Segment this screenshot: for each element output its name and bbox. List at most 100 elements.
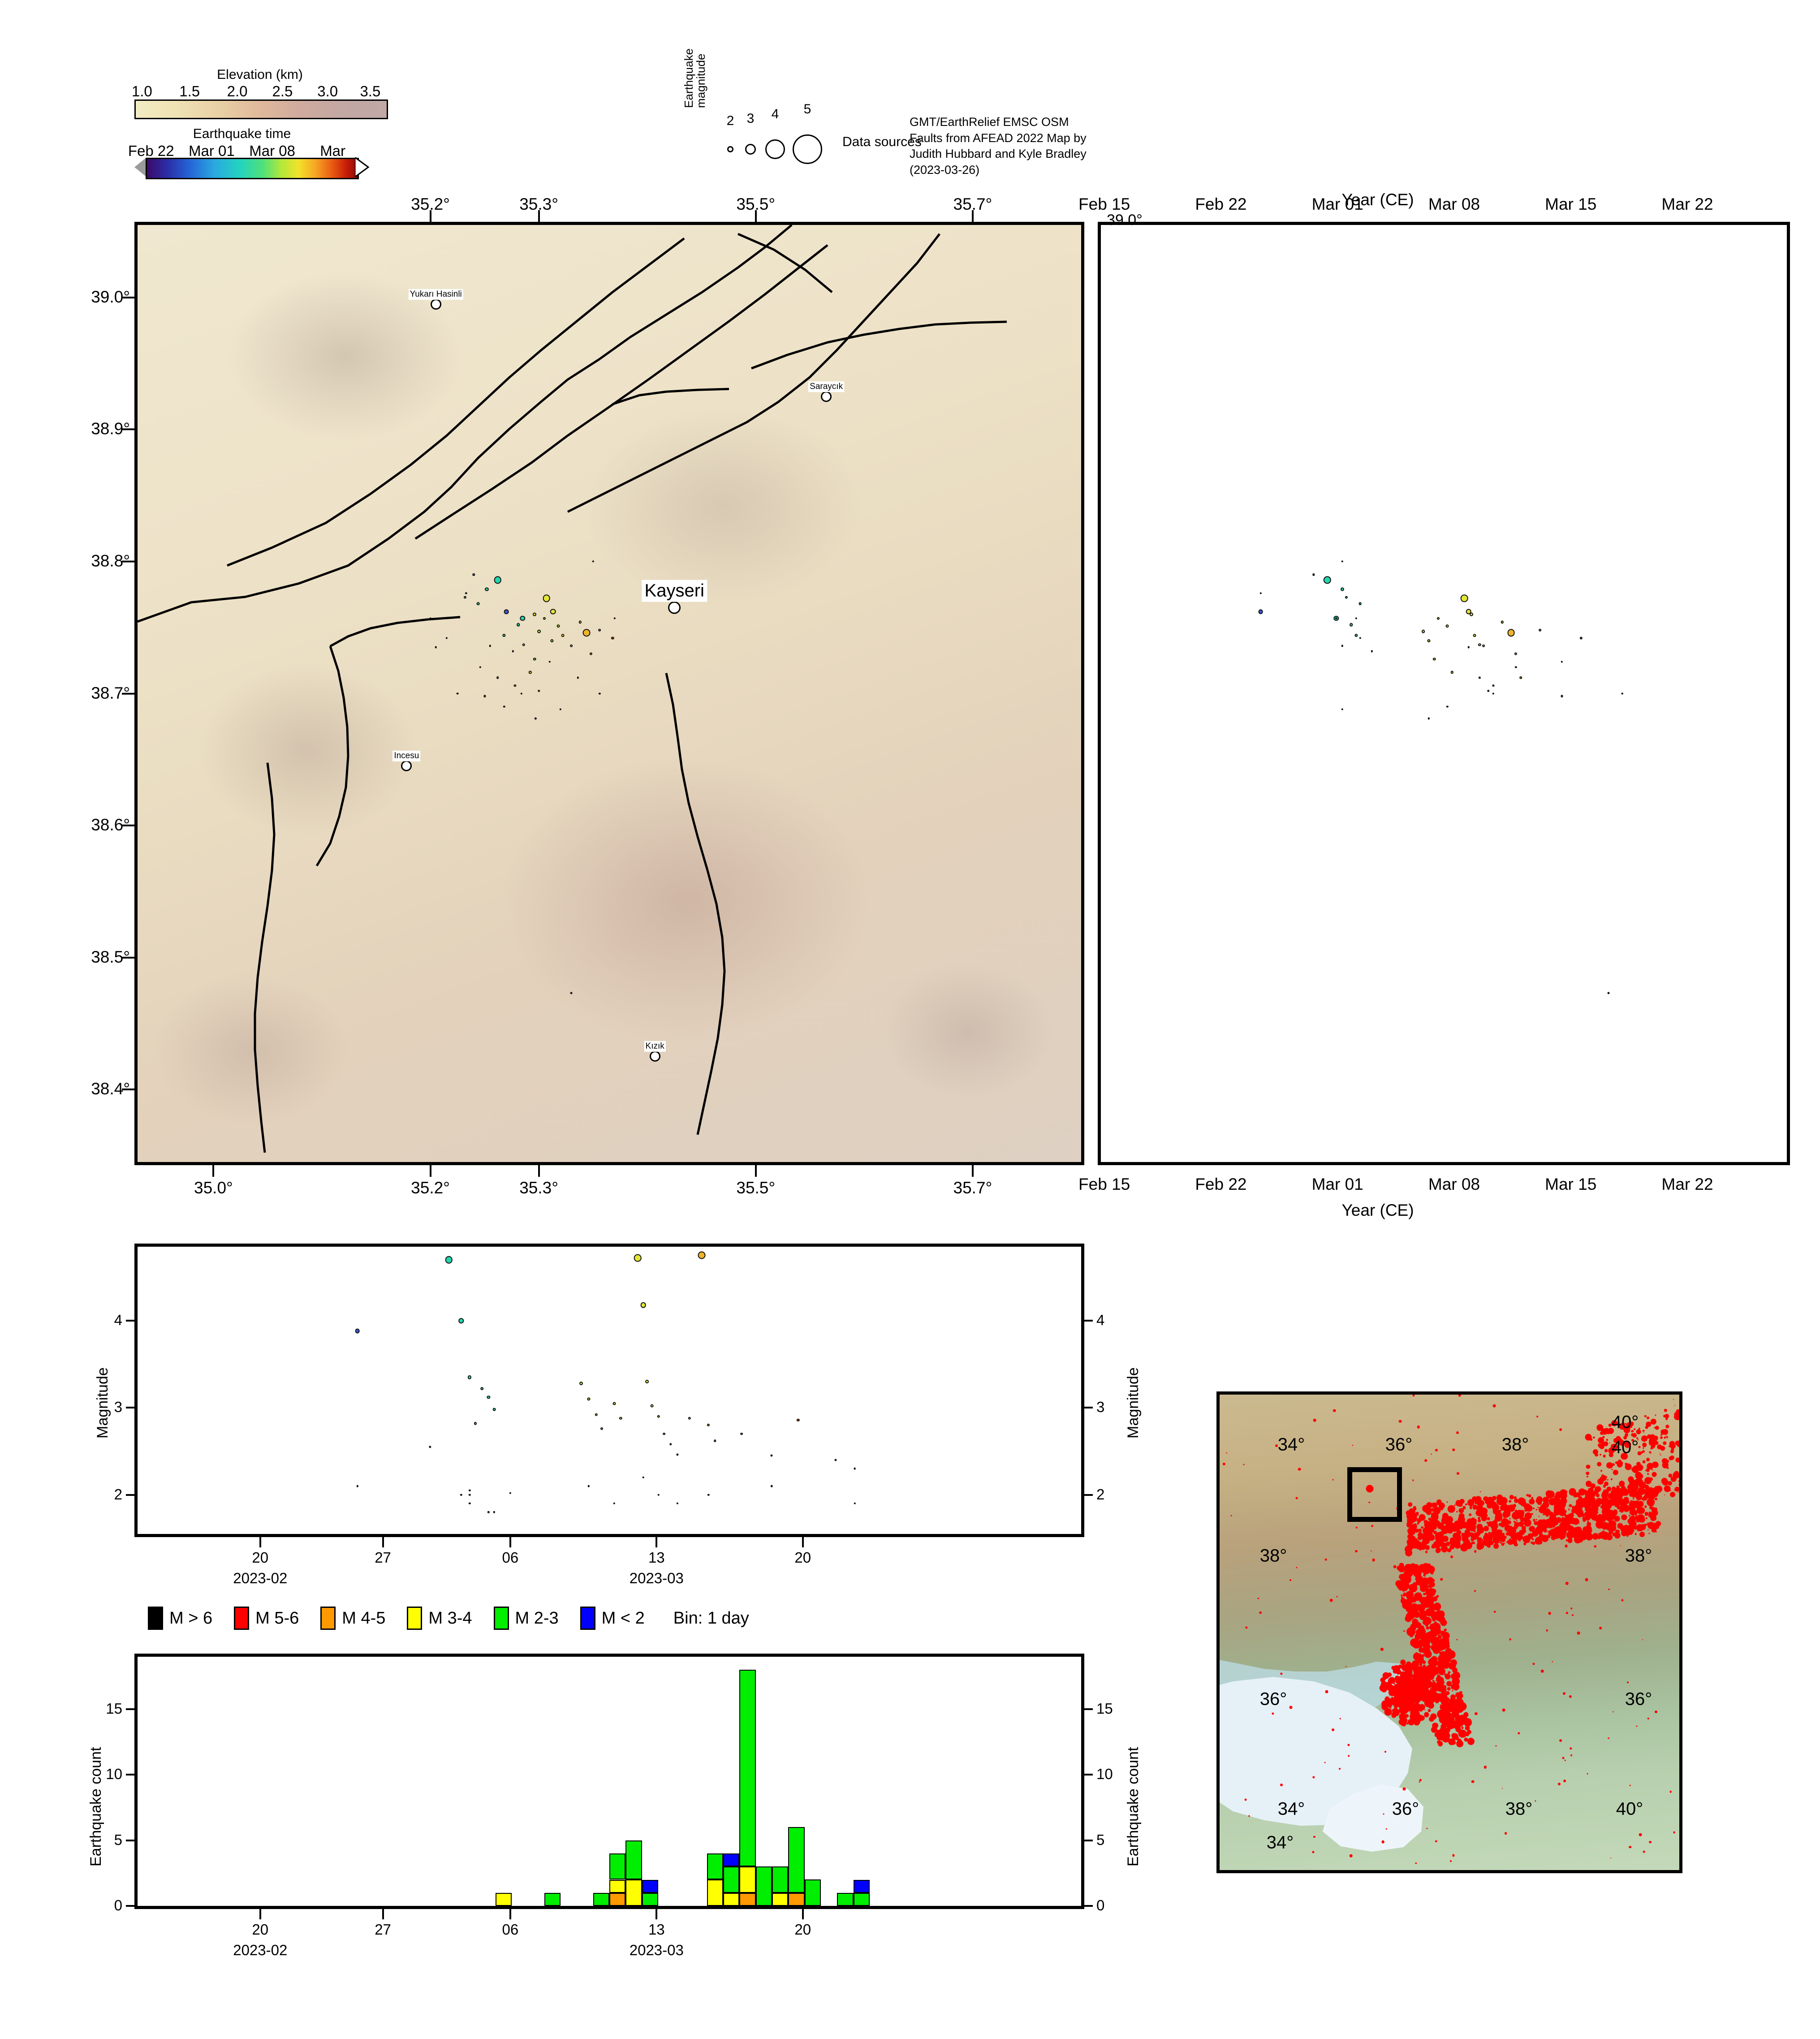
city-label: Incesu <box>392 751 421 762</box>
earthquake-marker <box>1467 646 1470 648</box>
inset-earthquake-dot <box>1644 1523 1647 1526</box>
earthquake-marker <box>532 612 536 616</box>
inset-coord-label: 36° <box>1259 1689 1287 1709</box>
inset-earthquake-dot <box>1637 1505 1641 1509</box>
inset-earthquake-dot <box>1567 1538 1573 1543</box>
earthquake-marker <box>1437 617 1440 620</box>
histogram-segment <box>495 1892 512 1906</box>
x-tick-mark <box>382 1534 384 1547</box>
earthquake-marker <box>469 1502 471 1505</box>
earthquake-marker <box>579 1382 583 1385</box>
inset-coord-label: 38° <box>1501 1434 1529 1455</box>
earthquake-count-histogram[interactable] <box>134 1654 1084 1909</box>
colorbar-low-cap-icon <box>134 158 146 177</box>
x-tick-label: 20 <box>252 1549 269 1566</box>
earthquake-marker <box>1473 634 1476 637</box>
earthquake-marker <box>494 576 501 584</box>
legend-swatch <box>234 1607 250 1630</box>
earthquake-time-colorbar-title: Earthquake time <box>193 126 291 141</box>
magnitude-axis-title-right: Magnitude <box>1125 1367 1142 1439</box>
earthquake-marker <box>489 645 491 647</box>
earthquake-marker <box>479 666 482 668</box>
count-tick-mark <box>1081 1708 1093 1711</box>
earthquake-marker <box>650 1404 654 1408</box>
earthquake-marker <box>1345 596 1348 599</box>
earthquake-marker <box>493 1511 496 1513</box>
data-sources-label: Data sources <box>842 134 922 149</box>
earthquake-marker <box>504 609 509 614</box>
earthquake-marker <box>1359 637 1361 639</box>
inset-earthquake-dot <box>1583 1490 1587 1494</box>
count-tick-mark <box>126 1839 138 1841</box>
histogram-segment <box>609 1892 626 1906</box>
inset-earthquake-dot <box>1476 1533 1479 1535</box>
inset-earthquake-dot <box>1624 1499 1630 1504</box>
inset-coord-label: 40° <box>1611 1412 1639 1432</box>
earthquake-marker <box>1507 629 1515 637</box>
inset-earthquake-dot <box>1455 1526 1460 1532</box>
x-tick-mark <box>259 1906 261 1919</box>
histogram-segment <box>707 1853 724 1880</box>
histogram-bar <box>707 1853 724 1906</box>
earthquake-marker <box>1445 624 1449 628</box>
earthquake-marker <box>472 573 475 576</box>
magnitude-tick-label: 2 <box>1096 1486 1105 1503</box>
inset-earthquake-dot <box>1597 1533 1599 1534</box>
earthquake-marker <box>1432 657 1436 661</box>
month-label: 2023-02 <box>233 1570 288 1586</box>
magnitude-tick-label: 3 <box>114 1399 122 1416</box>
inset-earthquake-dot <box>1535 1509 1538 1511</box>
inset-earthquake-dot <box>1489 1540 1494 1545</box>
elevation-colorbar-title: Elevation (km) <box>217 67 303 82</box>
inset-coord-label: 36° <box>1392 1799 1419 1819</box>
earthquake-marker <box>611 636 614 639</box>
histogram-bar <box>837 1892 854 1906</box>
earthquake-marker <box>645 1380 649 1384</box>
x-tick-mark <box>802 1906 804 1919</box>
earthquake-marker <box>476 602 480 605</box>
city-label: Saraycık <box>808 381 845 392</box>
magnitude-tick-mark <box>126 1494 138 1496</box>
inset-earthquake-dot <box>1514 1522 1519 1528</box>
histogram-segment <box>723 1866 740 1893</box>
earthquake-marker <box>509 1492 512 1494</box>
count-tick-mark <box>126 1774 138 1776</box>
inset-sea <box>1220 1660 1423 1852</box>
x-tick-label: 20 <box>252 1921 269 1938</box>
earthquake-marker <box>1515 666 1517 668</box>
earthquake-marker <box>676 1453 679 1456</box>
inset-coord-label: 34° <box>1277 1434 1305 1455</box>
regional-inset-map[interactable]: 34° 36° 38° 40° 40° 38° 38° 36° 36° 34° 36° 38° 40° 3… <box>1216 1391 1682 1873</box>
month-label: 2023-03 <box>629 1942 684 1958</box>
earthquake-marker <box>487 1395 491 1399</box>
earthquake-marker <box>612 1402 616 1405</box>
earthquake-marker <box>1359 602 1362 605</box>
count-tick-label: 15 <box>106 1700 122 1717</box>
earthquake-marker <box>458 1318 464 1323</box>
histogram-bar <box>723 1853 740 1906</box>
month-label: 2023-03 <box>629 1570 684 1586</box>
earthquake-marker <box>592 560 594 563</box>
longitude-tick-mark-bottom <box>429 1165 431 1177</box>
main-relief-map[interactable]: Yukarı Hasinli Saraycık Kayseri Incesu Kızık <box>134 222 1084 1165</box>
earthquake-marker <box>559 708 562 711</box>
elevation-tick: 2.0 <box>227 83 248 99</box>
inset-earthquake-dot <box>1529 1499 1535 1505</box>
x-tick-mark <box>509 1906 511 1919</box>
earthquake-marker <box>1340 587 1344 591</box>
inset-earthquake-dot <box>1504 1542 1505 1544</box>
magnitude-tick-label: 2 <box>114 1486 122 1503</box>
magnitude-time-panel[interactable] <box>134 1244 1084 1537</box>
earthquake-marker <box>589 652 592 656</box>
earthquake-marker <box>634 1254 642 1262</box>
earthquake-marker <box>445 1256 453 1264</box>
earthquake-marker <box>1478 676 1481 679</box>
time-tick-label-bottom: Mar 08 <box>1428 1175 1480 1193</box>
time-latitude-panel[interactable] <box>1098 222 1790 1165</box>
latitude-tick-mark <box>122 825 134 826</box>
earthquake-marker <box>1421 630 1425 634</box>
earthquake-marker <box>663 1432 666 1435</box>
earthquake-marker <box>1538 629 1541 632</box>
earthquake-marker <box>1607 992 1610 994</box>
histogram-segment <box>723 1892 740 1906</box>
